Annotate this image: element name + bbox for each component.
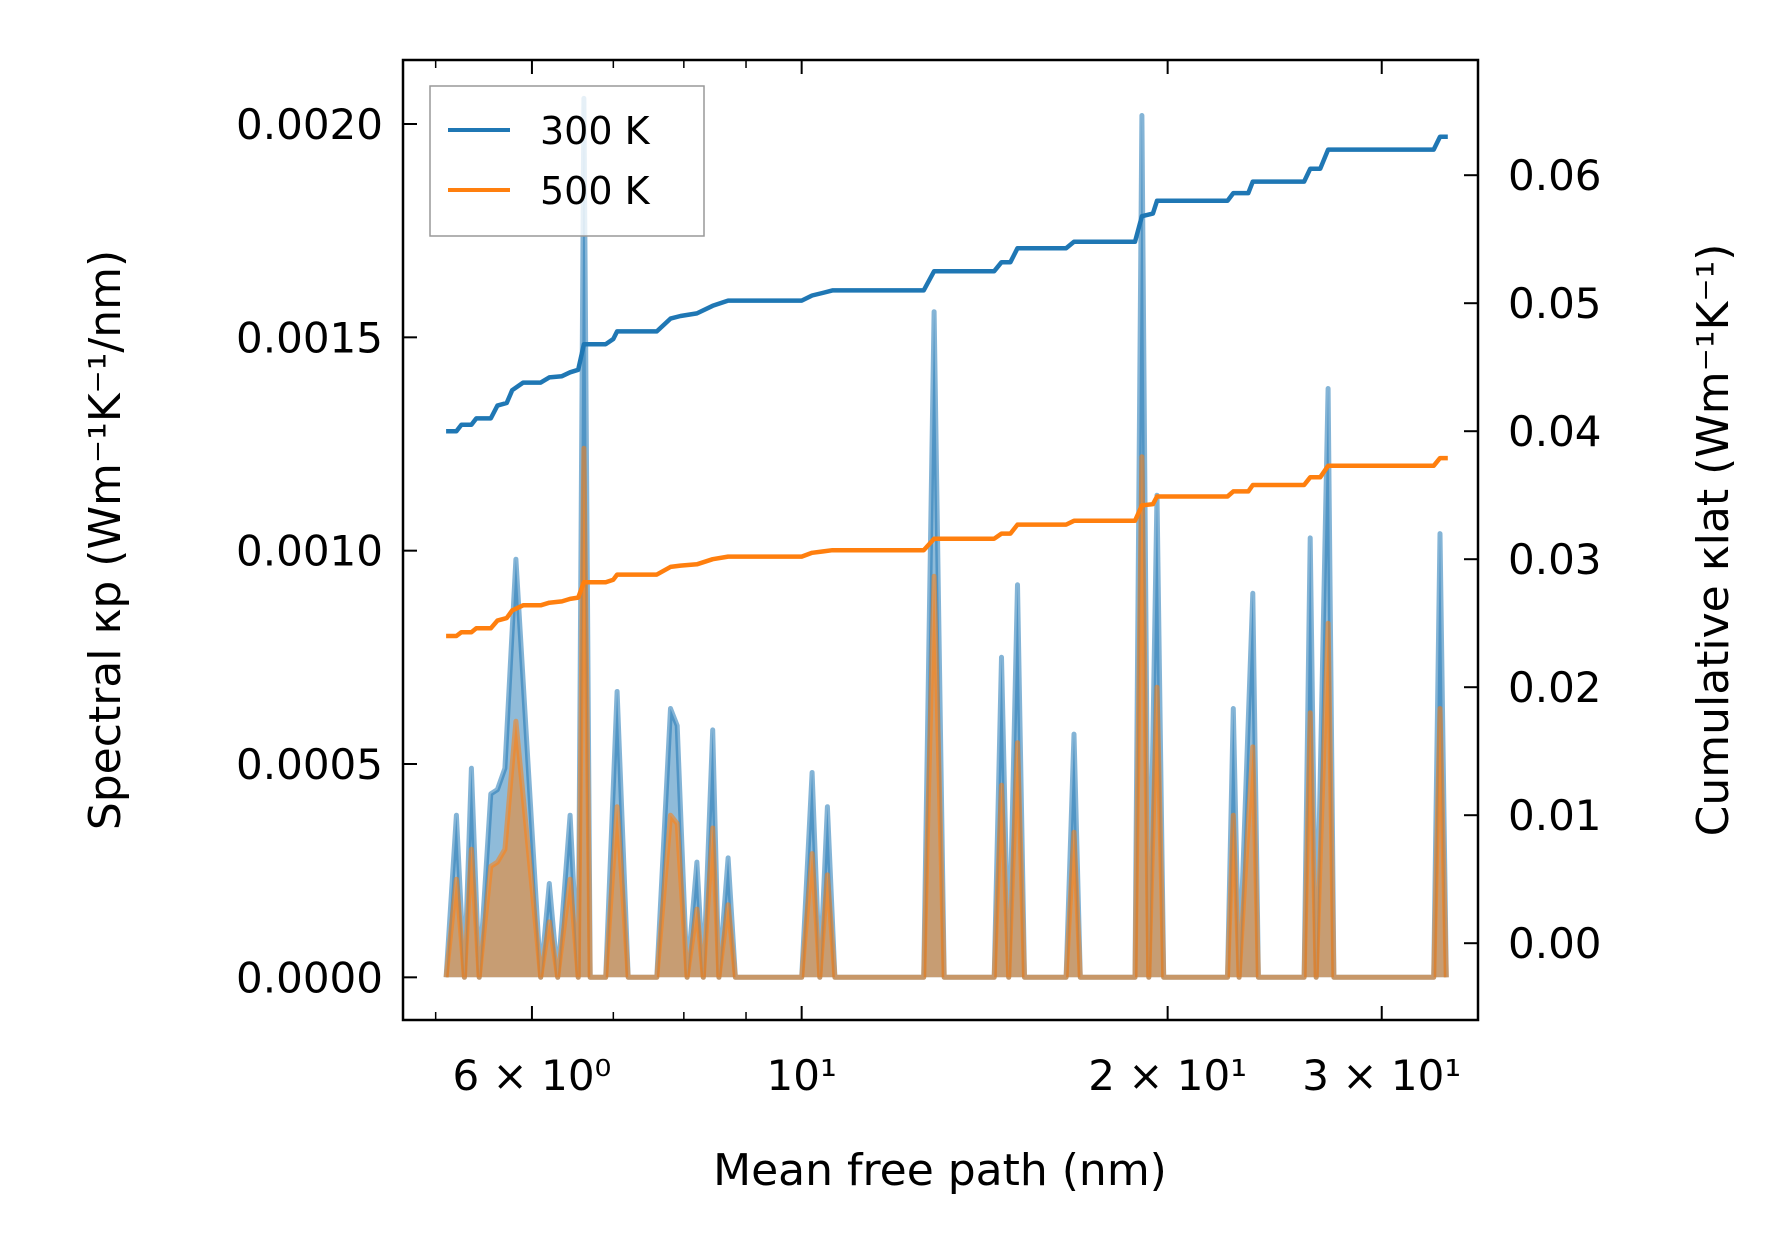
y-left-tick-label: 0.0020: [236, 100, 383, 149]
x-tick-label: 6 × 10⁰: [452, 1051, 611, 1100]
y-left-tick-label: 0.0010: [236, 527, 383, 576]
y-right-tick-label: 0.00: [1508, 919, 1602, 968]
y-right-tick-label: 0.06: [1508, 151, 1602, 200]
y-left-tick-label: 0.0015: [236, 313, 383, 362]
plot-frame: [401, 58, 1480, 1022]
y-left-tick-label: 0.0000: [236, 953, 383, 1002]
spectral-series-layer: [443, 95, 1449, 980]
y-right-tick-label: 0.05: [1508, 279, 1602, 328]
x-tick-label: 2 × 10¹: [1088, 1051, 1247, 1100]
cumulative-line-300k: [446, 134, 1448, 434]
y-axis-left-label: Spectral κp (Wm⁻¹K⁻¹/nm): [80, 250, 131, 830]
x-axis-label: Mean free path (nm): [713, 1145, 1167, 1196]
y-right-tick-label: 0.04: [1508, 407, 1602, 456]
axes-layer: 6 × 10⁰ 10¹ 2 × 10¹ 3 × 10¹ 0.0000 0.0005 0.00…: [236, 58, 1602, 1100]
y-left-tick-label: 0.0005: [236, 740, 383, 789]
y-right-tick-label: 0.03: [1508, 535, 1602, 584]
x-tick-label: 10¹: [767, 1051, 837, 1100]
spectral-line-500k: [443, 445, 1449, 980]
legend: 300 K 500 K: [429, 85, 705, 237]
legend-label-500k: 500 K: [540, 169, 651, 213]
x-tick-label: 3 × 10¹: [1302, 1051, 1461, 1100]
cumulative-line-500k: [446, 455, 1448, 639]
legend-label-300k: 300 K: [540, 109, 651, 153]
cumulative-series-layer: [446, 134, 1448, 639]
y-right-tick-label: 0.01: [1508, 791, 1602, 840]
legend-frame: [429, 85, 705, 237]
y-right-tick-label: 0.02: [1508, 663, 1602, 712]
y-axis-right-label: Cumulative κlat (Wm⁻¹K⁻¹): [1688, 244, 1739, 837]
